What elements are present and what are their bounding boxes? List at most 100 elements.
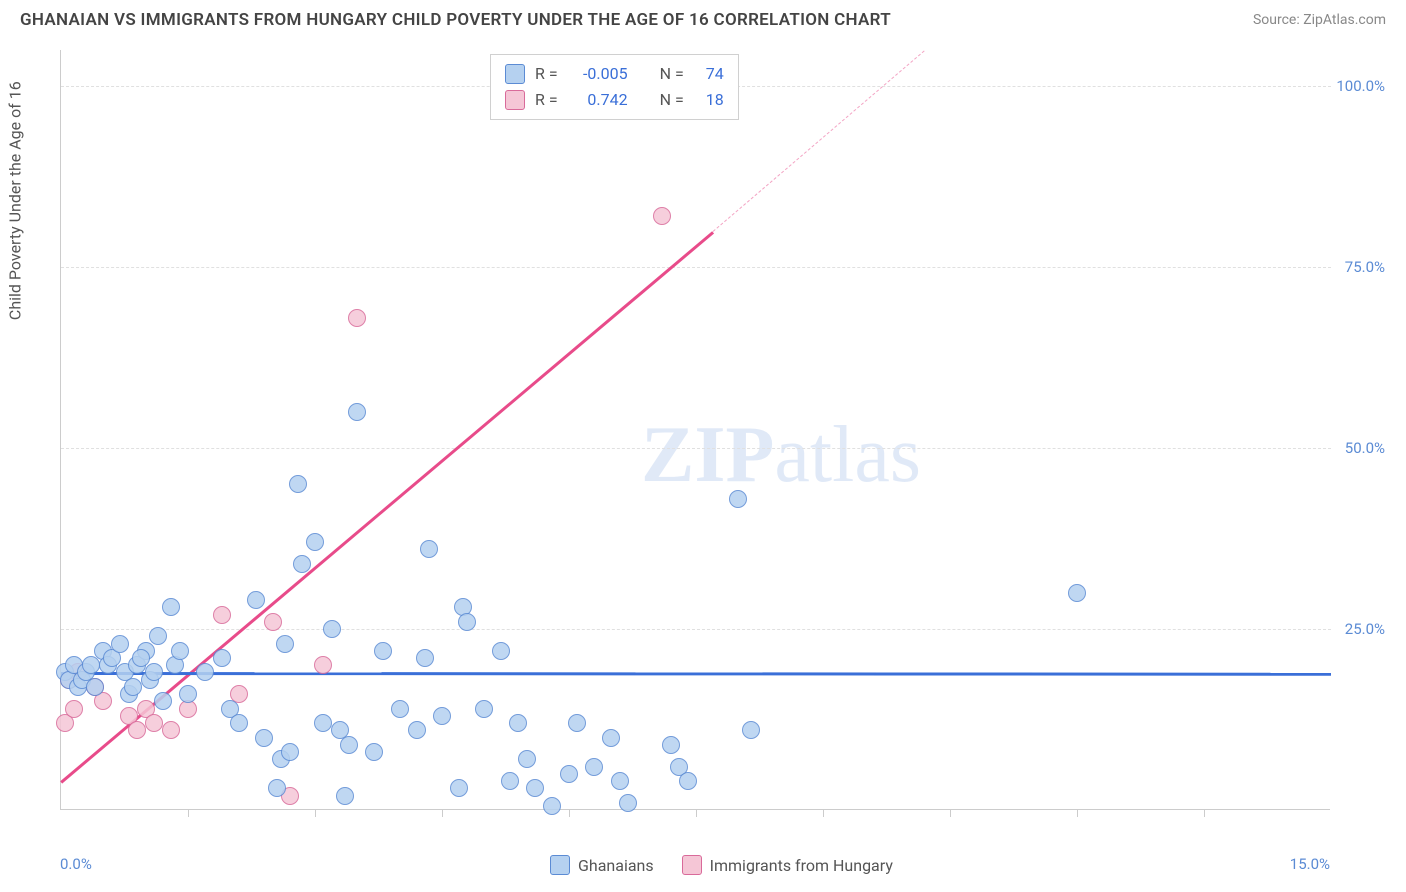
data-point — [276, 635, 294, 653]
legend-swatch — [505, 90, 525, 110]
y-tick-label: 25.0% — [1335, 620, 1385, 638]
r-label: R = — [535, 87, 558, 113]
n-label: N = — [660, 87, 684, 113]
r-value: 0.742 — [568, 87, 628, 113]
x-tick — [696, 809, 697, 817]
x-tick — [442, 809, 443, 817]
data-point — [1068, 584, 1086, 602]
data-point — [293, 555, 311, 573]
x-tick — [1204, 809, 1205, 817]
legend-label: Ghanaians — [578, 856, 654, 875]
data-point — [492, 642, 510, 660]
data-point — [408, 721, 426, 739]
x-tick — [315, 809, 316, 817]
n-label: N = — [660, 61, 684, 87]
data-point — [348, 309, 366, 327]
data-point — [729, 490, 747, 508]
x-tick — [950, 809, 951, 817]
stats-row: R = -0.005 N = 74 — [505, 61, 724, 87]
data-point — [196, 663, 214, 681]
chart-title: GHANAIAN VS IMMIGRANTS FROM HUNGARY CHIL… — [20, 10, 891, 30]
legend-item: Ghanaians — [550, 855, 654, 875]
data-point — [611, 772, 629, 790]
data-point — [145, 714, 163, 732]
data-point — [391, 700, 409, 718]
data-point — [348, 403, 366, 421]
data-point — [433, 707, 451, 725]
gridline — [61, 267, 1331, 268]
data-point — [247, 591, 265, 609]
data-point — [340, 736, 358, 754]
data-point — [585, 758, 603, 776]
legend-item: Immigrants from Hungary — [682, 855, 893, 875]
source-label: Source: ZipAtlas.com — [1253, 12, 1386, 28]
data-point — [619, 794, 637, 812]
r-value: -0.005 — [568, 61, 628, 87]
data-point — [230, 714, 248, 732]
stats-legend: R = -0.005 N = 74 R = 0.742 N = 18 — [490, 54, 739, 120]
x-tick — [823, 809, 824, 817]
data-point — [82, 656, 100, 674]
data-point — [420, 540, 438, 558]
data-point — [450, 779, 468, 797]
data-point — [323, 620, 341, 638]
data-point — [568, 714, 586, 732]
n-value: 18 — [694, 87, 724, 113]
legend-swatch — [550, 855, 570, 875]
watermark: ZIPatlas — [641, 410, 921, 501]
data-point — [111, 635, 129, 653]
data-point — [268, 779, 286, 797]
data-point — [289, 475, 307, 493]
y-axis-title: Child Poverty Under the Age of 16 — [6, 81, 25, 320]
data-point — [314, 714, 332, 732]
data-point — [374, 642, 392, 660]
data-point — [662, 736, 680, 754]
data-point — [501, 772, 519, 790]
data-point — [264, 613, 282, 631]
data-point — [65, 700, 83, 718]
y-tick-label: 50.0% — [1335, 439, 1385, 457]
data-point — [526, 779, 544, 797]
data-point — [679, 772, 697, 790]
data-point — [213, 649, 231, 667]
gridline — [61, 629, 1331, 630]
data-point — [306, 533, 324, 551]
data-point — [154, 692, 172, 710]
data-point — [560, 765, 578, 783]
data-point — [336, 787, 354, 805]
data-point — [149, 627, 167, 645]
stats-row: R = 0.742 N = 18 — [505, 87, 724, 113]
r-label: R = — [535, 61, 558, 87]
data-point — [281, 743, 299, 761]
data-point — [416, 649, 434, 667]
legend-swatch — [505, 64, 525, 84]
x-tick — [188, 809, 189, 817]
data-point — [475, 700, 493, 718]
trend-line — [713, 50, 925, 232]
data-point — [458, 613, 476, 631]
data-point — [162, 721, 180, 739]
gridline — [61, 448, 1331, 449]
data-point — [314, 656, 332, 674]
data-point — [171, 642, 189, 660]
legend-swatch — [682, 855, 702, 875]
data-point — [145, 663, 163, 681]
data-point — [742, 721, 760, 739]
data-point — [602, 729, 620, 747]
trend-line — [61, 672, 1331, 676]
x-tick — [1077, 809, 1078, 817]
chart-container: ZIPatlas 25.0%50.0%75.0%100.0% Child Pov… — [60, 50, 1380, 845]
data-point — [365, 743, 383, 761]
legend-label: Immigrants from Hungary — [710, 856, 893, 875]
data-point — [213, 606, 231, 624]
data-point — [543, 797, 561, 815]
data-point — [124, 678, 142, 696]
data-point — [162, 598, 180, 616]
bottom-legend: Ghanaians Immigrants from Hungary — [550, 855, 893, 875]
n-value: 74 — [694, 61, 724, 87]
plot-area: ZIPatlas 25.0%50.0%75.0%100.0% — [60, 50, 1330, 810]
data-point — [132, 649, 150, 667]
data-point — [255, 729, 273, 747]
y-tick-label: 100.0% — [1335, 77, 1385, 95]
x-axis-min-label: 0.0% — [60, 855, 92, 873]
